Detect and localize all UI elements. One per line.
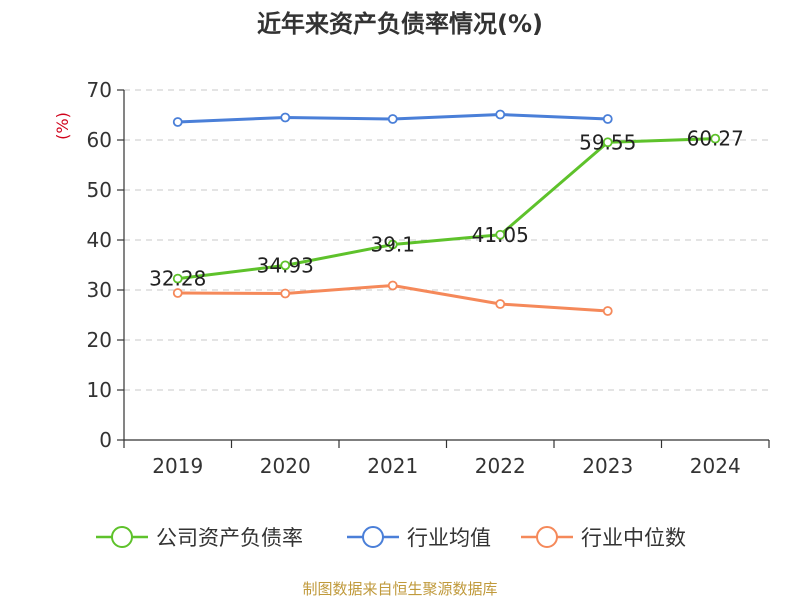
- legend-marker: [536, 526, 558, 548]
- data-point: [387, 280, 398, 291]
- data-label: 60.27: [687, 127, 744, 151]
- y-tick-label: 70: [87, 78, 112, 102]
- y-tick-label: 20: [87, 328, 112, 352]
- data-label: 41.05: [472, 223, 529, 247]
- legend-label: 公司资产负债率: [156, 526, 303, 550]
- x-tick-label: 2024: [690, 454, 741, 478]
- series-lines: [172, 109, 721, 316]
- data-label: 34.93: [257, 253, 314, 277]
- data-point: [280, 288, 291, 299]
- x-tick-label: 2020: [260, 454, 311, 478]
- data-labels: 32.28 34.93 39.1 41.05 59.55 60.27: [149, 127, 744, 291]
- data-point: [602, 306, 613, 316]
- axes: 0 10 20 30 40 50 60 70 2019 2020 2021 2022 2023 2024: [87, 78, 770, 478]
- data-label: 39.1: [370, 233, 415, 257]
- y-tick-label: 40: [87, 228, 112, 252]
- data-label: 32.28: [149, 267, 206, 291]
- data-point: [495, 109, 506, 120]
- x-tick-label: 2023: [582, 454, 633, 478]
- chart-title: 近年来资产负债率情况(%): [257, 10, 543, 38]
- series-line: [177, 137, 716, 281]
- data-point: [602, 137, 613, 148]
- data-point: [172, 288, 183, 298]
- data-point: [172, 273, 183, 284]
- y-axis-unit: (%): [53, 112, 72, 140]
- y-tick-label: 60: [87, 128, 112, 152]
- legend-label: 行业均值: [407, 526, 491, 550]
- data-point: [387, 114, 398, 124]
- legend-label: 行业中位数: [581, 526, 686, 550]
- y-tick-label: 10: [87, 378, 112, 402]
- x-tick-label: 2021: [367, 454, 418, 478]
- x-tick-label: 2019: [152, 454, 203, 478]
- data-point: [710, 133, 721, 144]
- source-note: 制图数据来自恒生聚源数据库: [302, 580, 497, 598]
- data-point: [280, 260, 291, 271]
- data-point: [602, 114, 613, 124]
- data-point: [172, 117, 183, 127]
- legend: 公司资产负债率 行业均值 行业中位数: [96, 526, 686, 550]
- y-tick-label: 50: [87, 178, 112, 202]
- x-tick-label: 2022: [475, 454, 526, 478]
- data-label: 59.55: [579, 130, 636, 154]
- legend-marker: [362, 526, 384, 548]
- y-tick-label: 30: [87, 278, 112, 302]
- data-point: [280, 112, 291, 123]
- legend-marker: [111, 526, 133, 548]
- data-point: [495, 229, 506, 240]
- data-point: [387, 239, 398, 250]
- y-tick-label: 0: [99, 428, 112, 452]
- data-point: [495, 299, 506, 309]
